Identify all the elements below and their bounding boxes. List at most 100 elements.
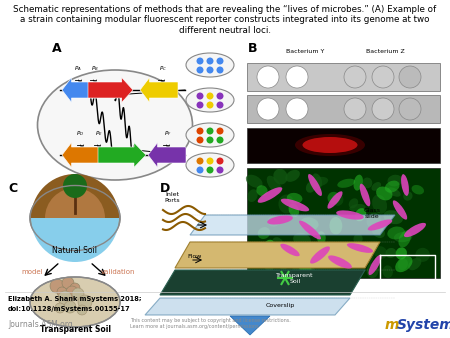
Text: doi:10.1128/mSystems.00155-17: doi:10.1128/mSystems.00155-17 bbox=[8, 306, 130, 312]
Ellipse shape bbox=[30, 186, 120, 250]
Ellipse shape bbox=[349, 204, 365, 212]
Text: Schematic representations of methods that are revealing the “lives of microbes.”: Schematic representations of methods tha… bbox=[14, 5, 436, 35]
Circle shape bbox=[344, 98, 366, 120]
Polygon shape bbox=[175, 242, 380, 268]
Ellipse shape bbox=[404, 223, 426, 237]
Text: Transparent
Soil: Transparent Soil bbox=[276, 273, 314, 284]
Wedge shape bbox=[31, 218, 119, 262]
Circle shape bbox=[207, 158, 213, 165]
Ellipse shape bbox=[349, 198, 358, 208]
Text: D: D bbox=[160, 182, 170, 195]
Circle shape bbox=[207, 101, 213, 108]
Circle shape bbox=[55, 303, 65, 313]
Circle shape bbox=[197, 57, 203, 65]
Circle shape bbox=[216, 137, 224, 144]
Ellipse shape bbox=[267, 215, 293, 224]
Circle shape bbox=[257, 98, 279, 120]
Ellipse shape bbox=[292, 262, 306, 281]
Ellipse shape bbox=[299, 260, 312, 277]
Text: m: m bbox=[385, 318, 400, 332]
Ellipse shape bbox=[415, 248, 430, 262]
Text: Inlet
Ports: Inlet Ports bbox=[164, 192, 180, 203]
Ellipse shape bbox=[336, 210, 364, 220]
Ellipse shape bbox=[387, 187, 400, 197]
Ellipse shape bbox=[280, 244, 300, 256]
Ellipse shape bbox=[398, 259, 408, 270]
Ellipse shape bbox=[300, 217, 319, 231]
Ellipse shape bbox=[385, 248, 396, 258]
Ellipse shape bbox=[412, 185, 424, 194]
Ellipse shape bbox=[328, 191, 342, 209]
Ellipse shape bbox=[396, 247, 407, 260]
Ellipse shape bbox=[362, 177, 372, 188]
Ellipse shape bbox=[281, 199, 309, 211]
FancyArrow shape bbox=[88, 78, 133, 102]
Text: Journals.ASM.org: Journals.ASM.org bbox=[8, 320, 73, 329]
Ellipse shape bbox=[382, 265, 393, 278]
Ellipse shape bbox=[186, 123, 234, 147]
Ellipse shape bbox=[312, 173, 322, 189]
Ellipse shape bbox=[303, 264, 315, 276]
Ellipse shape bbox=[403, 192, 413, 201]
Circle shape bbox=[66, 286, 78, 298]
Ellipse shape bbox=[367, 213, 381, 228]
Ellipse shape bbox=[267, 176, 282, 194]
Circle shape bbox=[344, 66, 366, 88]
Circle shape bbox=[197, 93, 203, 99]
Ellipse shape bbox=[328, 192, 340, 204]
Text: C: C bbox=[8, 182, 17, 195]
Circle shape bbox=[78, 295, 92, 309]
FancyArrow shape bbox=[140, 78, 178, 102]
Ellipse shape bbox=[317, 231, 326, 244]
Wedge shape bbox=[31, 174, 119, 218]
Text: $P_E$: $P_E$ bbox=[95, 129, 103, 138]
Ellipse shape bbox=[332, 193, 343, 206]
Ellipse shape bbox=[310, 246, 330, 264]
Ellipse shape bbox=[394, 232, 412, 242]
Ellipse shape bbox=[329, 217, 342, 235]
Ellipse shape bbox=[258, 187, 282, 203]
Circle shape bbox=[197, 167, 203, 173]
FancyArrow shape bbox=[62, 143, 100, 167]
Ellipse shape bbox=[30, 277, 120, 327]
Circle shape bbox=[372, 66, 394, 88]
Ellipse shape bbox=[310, 177, 328, 187]
Text: Bacterium Z: Bacterium Z bbox=[365, 49, 405, 54]
Text: Natural Soil: Natural Soil bbox=[53, 246, 98, 255]
Text: Bacterium Y: Bacterium Y bbox=[286, 49, 324, 54]
Ellipse shape bbox=[387, 226, 405, 239]
FancyBboxPatch shape bbox=[247, 63, 440, 91]
Circle shape bbox=[216, 57, 224, 65]
Ellipse shape bbox=[393, 200, 407, 220]
Circle shape bbox=[58, 291, 72, 305]
Ellipse shape bbox=[276, 251, 290, 269]
Circle shape bbox=[399, 66, 421, 88]
Text: Transparent Soil: Transparent Soil bbox=[40, 325, 111, 334]
Circle shape bbox=[207, 167, 213, 173]
Ellipse shape bbox=[272, 237, 284, 250]
Text: $P_B$: $P_B$ bbox=[91, 64, 99, 73]
Circle shape bbox=[64, 301, 76, 313]
FancyArrow shape bbox=[98, 143, 146, 167]
Text: Coverslip: Coverslip bbox=[266, 303, 295, 308]
Circle shape bbox=[216, 158, 224, 165]
Ellipse shape bbox=[372, 226, 385, 238]
Ellipse shape bbox=[354, 175, 363, 191]
Ellipse shape bbox=[287, 193, 302, 203]
Ellipse shape bbox=[345, 246, 361, 259]
Circle shape bbox=[197, 158, 203, 165]
Text: $P_D$: $P_D$ bbox=[76, 129, 84, 138]
Ellipse shape bbox=[246, 175, 262, 188]
Text: Glass
slide: Glass slide bbox=[364, 208, 381, 219]
Circle shape bbox=[286, 98, 308, 120]
Circle shape bbox=[372, 98, 394, 120]
Ellipse shape bbox=[186, 53, 234, 77]
Text: Elizabeth A. Shank mSystems 2018;: Elizabeth A. Shank mSystems 2018; bbox=[8, 296, 142, 302]
Text: This content may be subject to copyright and license restrictions.
Learn more at: This content may be subject to copyright… bbox=[130, 318, 291, 329]
Ellipse shape bbox=[372, 182, 381, 191]
Ellipse shape bbox=[398, 231, 411, 247]
Circle shape bbox=[286, 66, 308, 88]
Text: $P_F$: $P_F$ bbox=[164, 129, 172, 138]
Ellipse shape bbox=[268, 252, 277, 263]
Polygon shape bbox=[160, 270, 365, 295]
